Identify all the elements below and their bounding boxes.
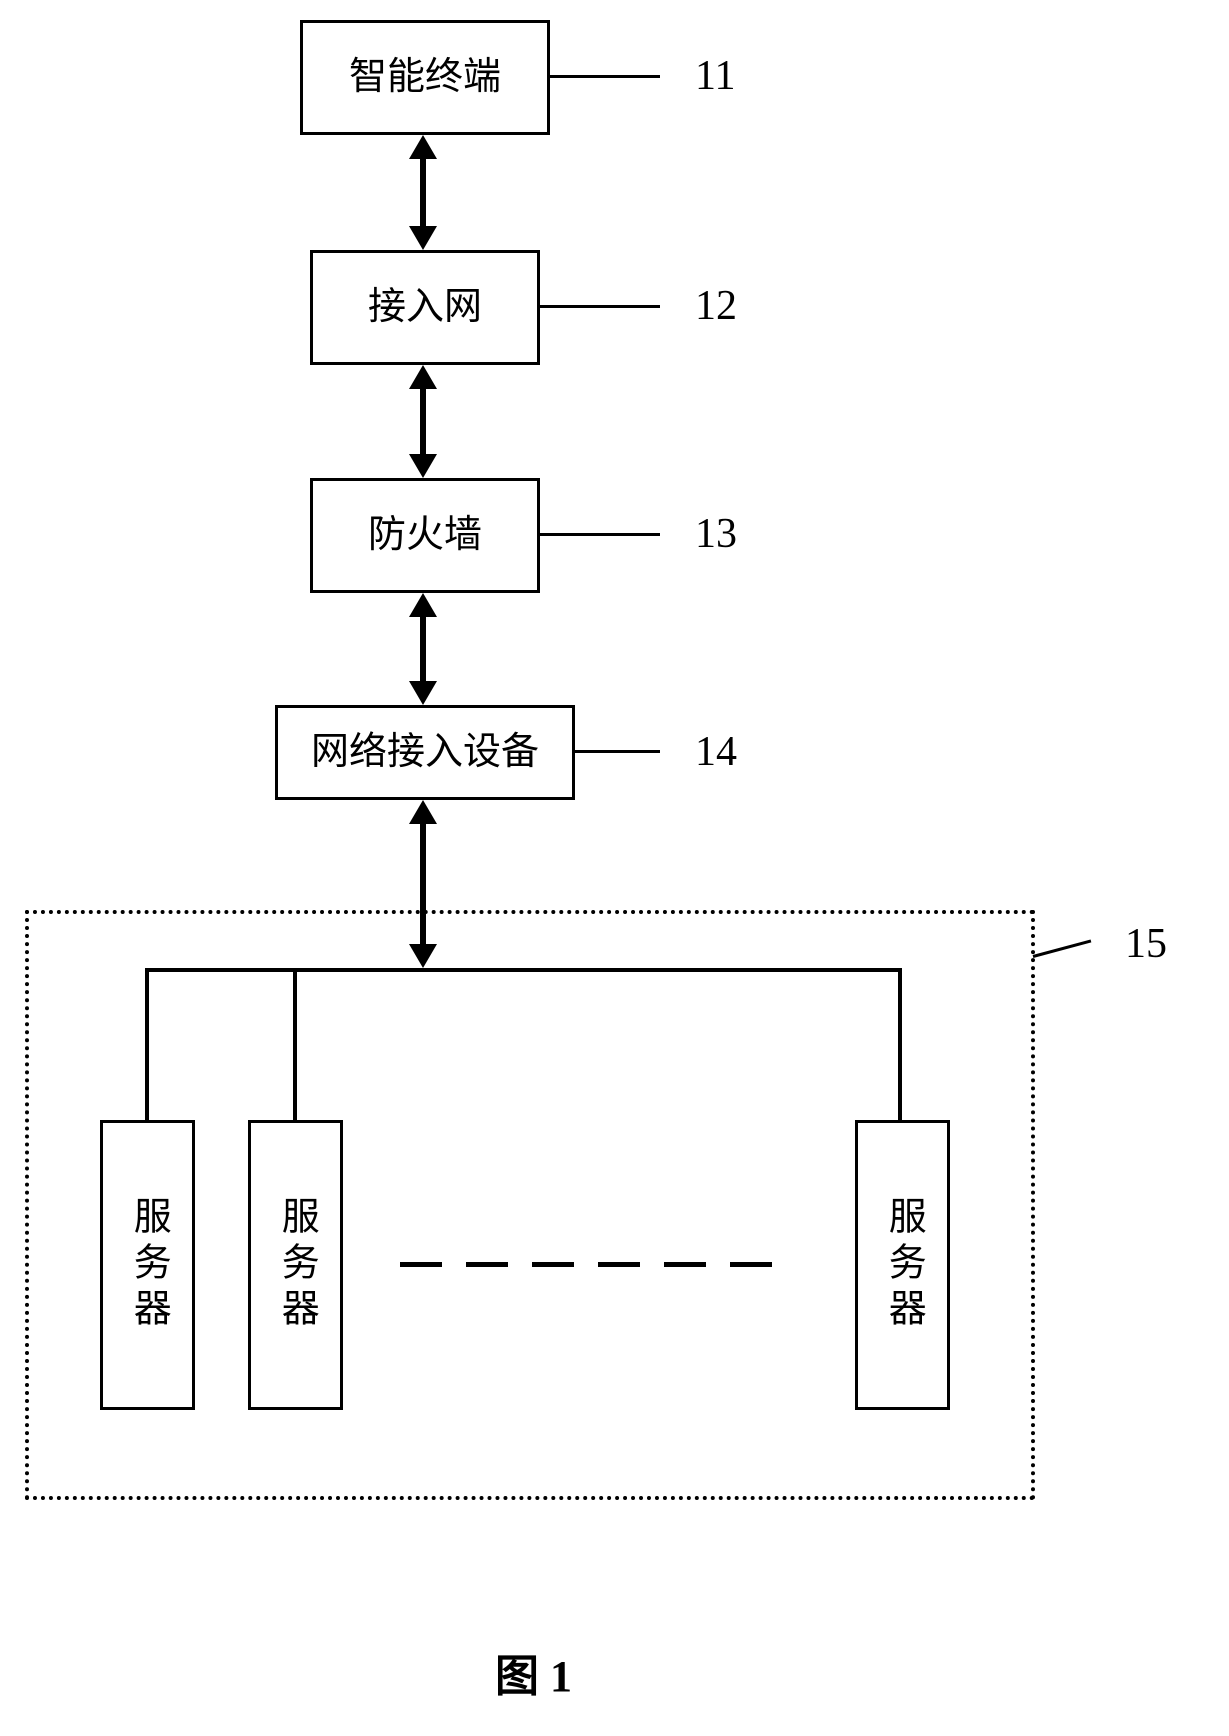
ref-label-14: 14 [695, 728, 737, 776]
bus-drop-1 [145, 968, 149, 1120]
ellipsis-dash [598, 1262, 640, 1267]
figure-caption: 图 1 [495, 1640, 572, 1704]
ellipsis-dash [466, 1262, 508, 1267]
node-firewall: 防火墙 [310, 478, 540, 593]
ref-line-12 [540, 305, 660, 308]
node-network-access-device: 网络接入设备 [275, 705, 575, 800]
ellipsis-dash [730, 1262, 772, 1267]
ref-line-13 [540, 533, 660, 536]
ref-line-11 [550, 75, 660, 78]
ref-label-11: 11 [695, 52, 735, 100]
server-box-2: 服务器 [248, 1120, 343, 1410]
node-label: 网络接入设备 [311, 728, 539, 777]
server-label: 服务器 [878, 1196, 927, 1334]
node-label: 接入网 [368, 283, 482, 332]
ref-label-12: 12 [695, 282, 737, 330]
server-label: 服务器 [123, 1196, 172, 1334]
server-label: 服务器 [271, 1196, 320, 1334]
ref-line-15 [1033, 940, 1092, 958]
node-label: 智能终端 [349, 53, 501, 102]
ellipsis-dash [532, 1262, 574, 1267]
node-smart-terminal: 智能终端 [300, 20, 550, 135]
network-architecture-diagram: 智能终端 11 接入网 12 防火墙 13 网络接入设备 14 [0, 0, 1229, 1736]
bus-drop-2 [293, 968, 297, 1120]
ellipsis-dash [400, 1262, 442, 1267]
ref-label-13: 13 [695, 510, 737, 558]
server-box-3: 服务器 [855, 1120, 950, 1410]
node-label: 防火墙 [368, 511, 482, 560]
ref-label-15: 15 [1125, 920, 1167, 968]
server-box-1: 服务器 [100, 1120, 195, 1410]
ellipsis-dash [664, 1262, 706, 1267]
ref-line-14 [575, 750, 660, 753]
node-access-network: 接入网 [310, 250, 540, 365]
bus-drop-3 [898, 968, 902, 1120]
bus-horizontal [147, 968, 900, 972]
